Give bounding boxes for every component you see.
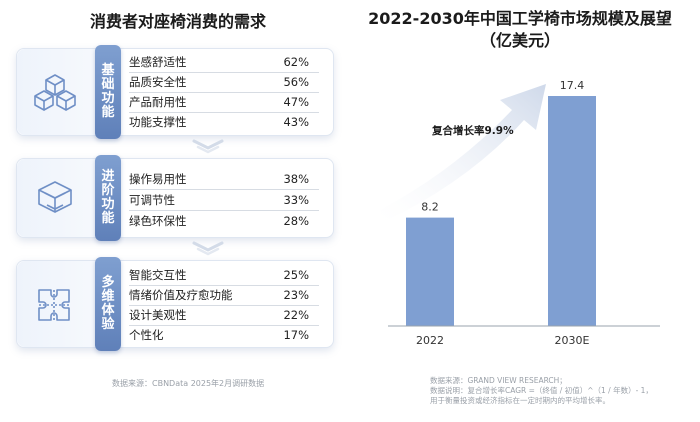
list-item: 产品耐用性 47% (129, 92, 319, 113)
market-size-bar-chart: 复合增长率9.9% 8.2 17.4 2022 2030E (380, 79, 660, 347)
item-label: 品质安全性 (129, 75, 187, 89)
item-label: 功能支撑性 (129, 115, 187, 129)
list-item: 操作易用性 38% (129, 169, 319, 190)
list-item: 智能交互性 25% (129, 265, 319, 286)
item-percent: 22% (283, 308, 309, 322)
item-percent: 47% (283, 95, 309, 109)
list-item: 功能支撑性 43% (129, 112, 319, 132)
x-tick-label: 2030E (555, 334, 590, 347)
left-panel-title: 消费者对座椅消费的需求 (89, 12, 266, 31)
layered-cube-icon (38, 181, 72, 213)
group-tag: 进阶功能 (95, 155, 121, 241)
icon-area (17, 261, 97, 347)
list-item: 个性化 17% (129, 325, 319, 345)
bar-2022 (406, 217, 454, 326)
item-percent: 28% (283, 214, 309, 228)
demand-group-basic: 基础功能 坐感舒适性 62% 品质安全性 56% 产品耐用性 47% 功能支撑性 43% (16, 45, 334, 139)
growth-arrow-icon (380, 84, 546, 222)
item-label: 坐感舒适性 (129, 55, 187, 69)
chevron-down-icon (192, 241, 224, 256)
item-label: 智能交互性 (129, 268, 187, 282)
list-item: 坐感舒适性 62% (129, 52, 319, 73)
demand-group-multidimensional: 多维体验 智能交互性 25% 情绪价值及疗愈功能 23% 设计美观性 22% 个性化 1… (16, 257, 334, 351)
item-percent: 43% (283, 115, 309, 129)
list-item: 品质安全性 56% (129, 72, 319, 93)
cubes-icon (34, 74, 76, 111)
item-percent: 33% (283, 193, 309, 207)
right-source-note: 数据来源：GRAND VIEW RESEARCH； 数据说明：复合增长率CAGR… (430, 376, 653, 405)
item-label: 设计美观性 (129, 308, 187, 322)
x-tick-label: 2022 (416, 334, 444, 347)
bar-2030E (548, 96, 596, 326)
list-item: 设计美观性 22% (129, 305, 319, 326)
icon-area (17, 49, 97, 135)
item-percent: 62% (283, 55, 309, 69)
puzzle-icon (38, 289, 70, 321)
data-label: 17.4 (560, 79, 585, 92)
group-tag: 基础功能 (95, 45, 121, 139)
item-label: 操作易用性 (129, 172, 187, 186)
list-item: 情绪价值及疗愈功能 23% (129, 285, 319, 306)
data-label: 8.2 (421, 201, 439, 214)
left-source-note: 数据来源：CBNData 2025年2月调研数据 (112, 379, 265, 388)
item-percent: 23% (283, 288, 309, 302)
item-label: 产品耐用性 (129, 95, 187, 109)
icon-area (17, 159, 97, 237)
chart-title: 2022-2030年中国工学椅市场规模及展望 （亿美元） (368, 9, 672, 50)
item-percent: 56% (283, 75, 309, 89)
item-label: 情绪价值及疗愈功能 (129, 288, 233, 302)
group-tag: 多维体验 (95, 257, 121, 351)
item-percent: 38% (283, 172, 309, 186)
list-item: 可调节性 33% (129, 190, 319, 211)
item-label: 可调节性 (129, 193, 175, 207)
cagr-annotation: 复合增长率9.9% (431, 124, 514, 137)
item-label: 绿色环保性 (129, 214, 187, 228)
demand-group-advanced: 进阶功能 操作易用性 38% 可调节性 33% 绿色环保性 28% (16, 155, 334, 241)
item-label: 个性化 (129, 328, 164, 342)
item-percent: 25% (283, 268, 309, 282)
list-item: 绿色环保性 28% (129, 211, 319, 231)
item-percent: 17% (283, 328, 309, 342)
chevron-down-icon (192, 139, 224, 154)
